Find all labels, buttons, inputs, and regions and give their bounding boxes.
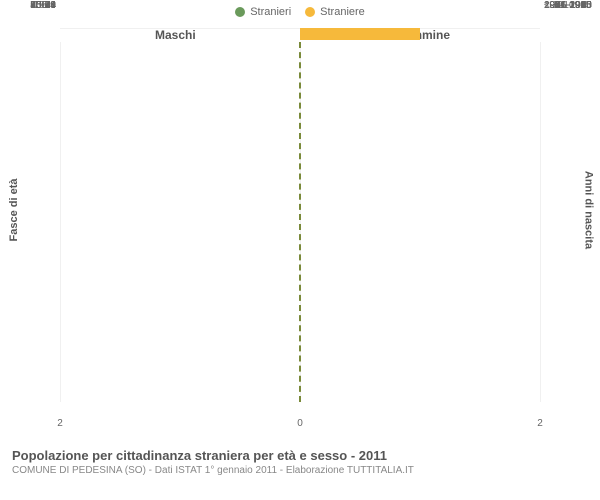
legend-item-female: Straniere [305, 6, 365, 18]
x-tick-label: 2 [57, 418, 63, 429]
legend-label-female: Straniere [320, 6, 365, 18]
legend-swatch-female [305, 7, 315, 17]
age-label: 0-4 [42, 0, 56, 11]
x-tick-label: 2 [537, 418, 543, 429]
y-axis-title-right: Anni di nascita [582, 171, 594, 249]
pyramid-chart: Maschi Femmine [60, 28, 540, 416]
x-tick-label: 0 [297, 418, 303, 429]
legend: Stranieri Straniere [0, 6, 600, 18]
y-axis-title-left: Fasce di età [8, 179, 20, 242]
column-title-male: Maschi [155, 28, 196, 42]
chart-caption: Popolazione per cittadinanza straniera p… [12, 448, 588, 476]
center-divider [299, 42, 301, 402]
caption-title: Popolazione per cittadinanza straniera p… [12, 448, 588, 463]
legend-item-male: Stranieri [235, 6, 291, 18]
bar-female [300, 28, 420, 40]
gridline-v [540, 42, 541, 402]
birthyear-label: 2006-2010 [544, 0, 592, 11]
caption-subtitle: COMUNE DI PEDESINA (SO) - Dati ISTAT 1° … [12, 465, 588, 476]
legend-label-male: Stranieri [250, 6, 291, 18]
legend-swatch-male [235, 7, 245, 17]
gridline-v [60, 42, 61, 402]
